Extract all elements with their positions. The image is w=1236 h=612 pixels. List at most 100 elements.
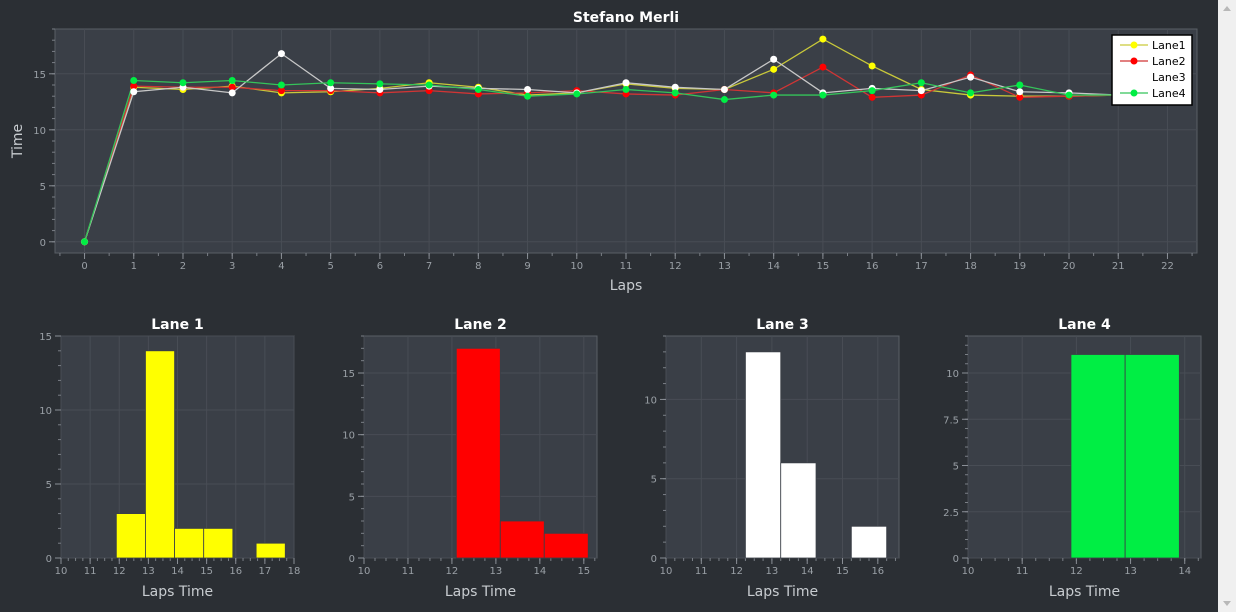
data-point-lane4 — [622, 85, 630, 93]
data-point-lane4 — [1016, 81, 1024, 89]
lane-2-histogram: 10 11 12 13 14 15 0 5 10 15 Lane 2 Laps Time — [342, 317, 598, 600]
data-point-lane4 — [868, 87, 876, 95]
y-tick-label: 0 — [349, 554, 355, 565]
x-tick-label: 16 — [871, 566, 884, 577]
y-tick-label: 10 — [644, 395, 657, 406]
lane-1-histogram: 10 11 12 13 14 15 16 17 18 0 5 10 15 Lane 1 Laps Time — [39, 317, 301, 600]
data-point-lane4 — [524, 92, 532, 100]
y-tick-label: 15 — [39, 332, 52, 343]
lap-times-line-chart: 0 1 2 3 4 5 6 7 8 9 10 11 12 13 14 15 16 17 18 19 20 21 220510… — [10, 10, 1198, 294]
x-tick-label: 4 — [278, 261, 284, 272]
y-tick-label: 5 — [651, 475, 657, 486]
data-point-lane4 — [327, 79, 335, 87]
data-point-lane4 — [277, 81, 285, 89]
x-axis-label: Laps Time — [1049, 584, 1120, 600]
x-tick-label: 21 — [1112, 261, 1125, 272]
data-point-lane3 — [524, 85, 532, 93]
scroll-down-icon[interactable] — [1223, 601, 1231, 606]
data-point-lane4 — [720, 96, 728, 104]
data-point-lane3 — [1016, 88, 1024, 96]
x-tick-label: 15 — [577, 566, 590, 577]
y-tick-label: 10 — [342, 431, 355, 442]
x-tick-label: 16 — [229, 566, 242, 577]
y-tick-label: 0 — [46, 554, 52, 565]
data-point-lane4 — [819, 91, 827, 99]
y-tick-label: 7.5 — [943, 415, 959, 426]
histogram-bar — [255, 542, 286, 559]
data-point-lane2 — [819, 63, 827, 71]
data-point-lane4 — [917, 79, 925, 87]
histogram-bar — [850, 525, 888, 559]
y-tick-label: 0 — [651, 554, 657, 565]
x-tick-label: 12 — [730, 566, 743, 577]
data-point-lane4 — [770, 91, 778, 99]
data-point-lane3 — [327, 84, 335, 92]
x-tick-label: 18 — [288, 566, 301, 577]
x-tick-label: 11 — [84, 566, 97, 577]
legend-label-lane4: Lane4 — [1152, 87, 1186, 100]
x-tick-label: 13 — [142, 566, 155, 577]
x-tick-label: 15 — [817, 261, 830, 272]
legend-label-lane2: Lane2 — [1152, 55, 1186, 68]
histogram-bar — [499, 520, 545, 559]
histogram-title: Lane 1 — [151, 317, 203, 333]
histogram-bar — [745, 351, 782, 559]
data-point-lane4 — [376, 80, 384, 88]
data-point-lane2 — [868, 93, 876, 101]
data-point-lane2 — [228, 83, 236, 91]
data-point-lane4 — [1065, 91, 1073, 99]
y-tick-label: 2.5 — [943, 508, 959, 519]
x-tick-label: 22 — [1161, 261, 1174, 272]
x-tick-label: 15 — [836, 566, 849, 577]
x-tick-label: 20 — [1063, 261, 1076, 272]
data-point-lane2 — [277, 87, 285, 95]
x-tick-label: 6 — [377, 261, 383, 272]
x-tick-label: 0 — [81, 261, 87, 272]
x-axis-label: Laps Time — [747, 584, 818, 600]
x-tick-label: 14 — [767, 261, 780, 272]
x-tick-label: 12 — [1070, 566, 1083, 577]
legend-marker-lane1 — [1130, 41, 1138, 49]
data-point-lane4 — [179, 79, 187, 87]
legend-label-lane1: Lane1 — [1152, 39, 1186, 52]
histogram-bar — [543, 532, 589, 559]
x-tick-label: 12 — [113, 566, 126, 577]
y-tick-label: 0 — [953, 554, 959, 565]
histogram-bar — [115, 513, 146, 559]
chart-title: Stefano Merli — [573, 10, 679, 26]
legend-marker-lane3 — [1130, 73, 1138, 81]
histogram-bar — [455, 347, 501, 559]
x-axis-label: Laps — [610, 278, 643, 294]
scroll-up-icon[interactable] — [1223, 6, 1231, 11]
x-tick-label: 2 — [180, 261, 186, 272]
x-tick-label: 10 — [660, 566, 673, 577]
data-point-lane3 — [376, 85, 384, 93]
x-tick-label: 8 — [475, 261, 481, 272]
x-tick-label: 10 — [55, 566, 68, 577]
x-tick-label: 13 — [1124, 566, 1137, 577]
histogram-title: Lane 2 — [454, 317, 506, 333]
data-point-lane4 — [573, 90, 581, 98]
y-tick-label: 5 — [40, 182, 46, 193]
x-tick-label: 11 — [402, 566, 415, 577]
x-tick-label: 14 — [533, 566, 546, 577]
y-tick-label: 5 — [953, 462, 959, 473]
vertical-scrollbar[interactable] — [1218, 0, 1236, 612]
x-axis-label: Laps Time — [445, 584, 516, 600]
y-tick-label: 10 — [39, 406, 52, 417]
series-line-lane3 — [83, 52, 1119, 243]
data-point-lane2 — [130, 82, 138, 90]
x-tick-label: 10 — [358, 566, 371, 577]
x-tick-label: 10 — [570, 261, 583, 272]
histogram-title: Lane 4 — [1058, 317, 1111, 333]
x-tick-label: 10 — [962, 566, 975, 577]
x-tick-label: 14 — [171, 566, 184, 577]
y-tick-label: 5 — [349, 492, 355, 503]
data-point-lane3 — [130, 88, 138, 96]
x-tick-label: 13 — [718, 261, 731, 272]
data-point-lane3 — [622, 79, 630, 87]
x-tick-label: 14 — [801, 566, 814, 577]
data-point-lane4 — [671, 89, 679, 97]
y-tick-label: 15 — [342, 369, 355, 380]
data-point-lane4 — [474, 85, 482, 93]
